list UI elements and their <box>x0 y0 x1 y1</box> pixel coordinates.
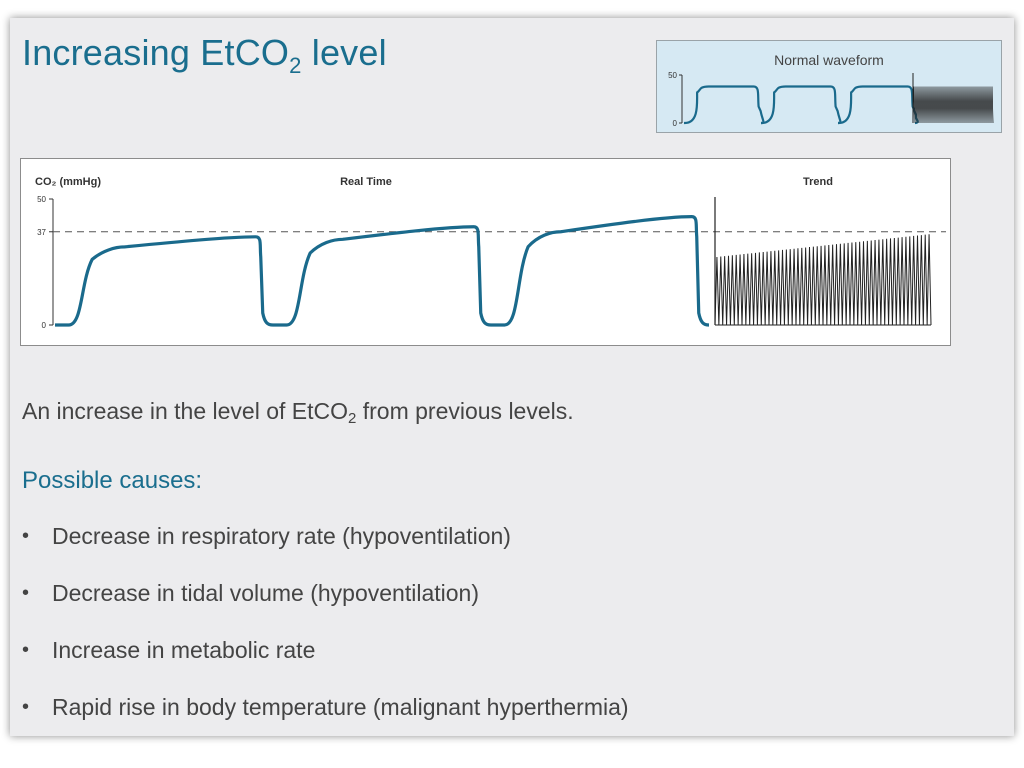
causes-list: • Decrease in respiratory rate (hypoventi… <box>22 523 629 751</box>
page-title: Increasing EtCO2 level <box>22 32 387 79</box>
normal-trend-series <box>912 86 994 124</box>
list-item: • Increase in metabolic rate <box>22 637 629 694</box>
normal-waveform-title: Normal waveform <box>774 52 884 68</box>
description-subscript: 2 <box>348 410 357 427</box>
normal-y-tick-label: 0 <box>673 119 678 128</box>
y-tick-label: 50 <box>37 195 46 204</box>
y-tick-label: 37 <box>37 228 46 237</box>
normal-breath <box>683 85 765 125</box>
co2-waveform-chart: CO₂ (mmHg) Real Time Trend 50 37 0 <box>35 176 946 330</box>
normal-y-tick-label: 50 <box>668 71 677 80</box>
realtime-breath <box>491 215 710 327</box>
co2-chart-panel: CO₂ (mmHg) Real Time Trend 50 37 0 <box>20 158 951 346</box>
realtime-breath <box>273 225 492 327</box>
title-tail: level <box>301 32 387 73</box>
cause-text: Increase in metabolic rate <box>52 637 316 663</box>
list-item: • Decrease in tidal volume (hypoventilati… <box>22 580 629 637</box>
realtime-breath <box>55 235 274 327</box>
normal-waveform-panel: Normal waveform 50 0 <box>656 40 1002 133</box>
cause-text: Decrease in tidal volume (hypoventilatio… <box>52 580 479 606</box>
slide: Increasing EtCO2 level Normal waveform 50… <box>10 18 1014 736</box>
normal-breath <box>837 85 919 125</box>
list-item: • Decrease in respiratory rate (hypoventi… <box>22 523 629 580</box>
panel-label-trend: Trend <box>803 176 833 188</box>
y-tick-label: 0 <box>42 321 47 330</box>
panel-label-realtime: Real Time <box>340 176 392 188</box>
description: An increase in the level of EtCO2 from p… <box>22 398 574 427</box>
title-text: Increasing EtCO <box>22 32 290 73</box>
bullet: • <box>22 639 30 661</box>
normal-waveform-chart: Normal waveform 50 0 <box>668 52 994 128</box>
list-item: • Rapid rise in body temperature (maligna… <box>22 694 629 751</box>
description-text: An increase in the level of EtCO <box>22 398 348 424</box>
trend-series <box>714 234 932 326</box>
causes-heading: Possible causes: <box>22 467 203 494</box>
y-axis-label: CO₂ (mmHg) <box>35 176 101 188</box>
title-subscript: 2 <box>289 53 302 78</box>
bullet: • <box>22 696 30 718</box>
normal-breath <box>760 85 842 125</box>
bullet: • <box>22 525 30 547</box>
bullet: • <box>22 582 30 604</box>
cause-text: Rapid rise in body temperature (malignan… <box>52 694 629 720</box>
description-tail: from previous levels. <box>356 398 574 424</box>
cause-text: Decrease in respiratory rate (hypoventil… <box>52 523 511 549</box>
